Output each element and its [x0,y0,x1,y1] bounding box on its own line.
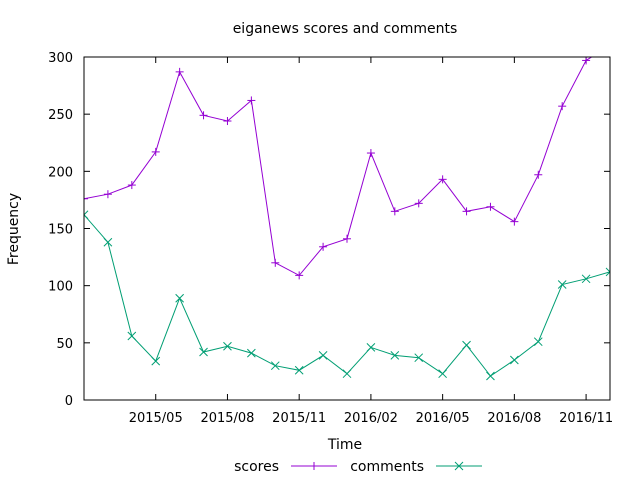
scores-point [366,149,375,158]
x-axis-label: Time [327,437,362,453]
comments-point [223,341,232,351]
legend-marker-comments [454,461,464,471]
scores-point [558,102,567,111]
comments-point [103,237,113,247]
scores-point [534,170,543,179]
x-tick-label: 2015/05 [129,411,183,426]
legend-label-comments: comments [350,459,424,475]
comments-point [318,351,328,360]
comments-point [247,348,256,358]
scores-point [84,194,88,203]
scores-point [199,111,208,120]
comments-point [462,340,471,350]
y-axis: 0 50 100 150 200 250 300 [48,51,610,409]
scores-point [151,147,160,156]
y-tick-label: 200 [48,165,73,180]
comments-point [414,353,424,363]
comments-point [294,365,304,375]
scores-point [319,242,328,251]
comments-point [199,347,208,357]
comments-point [151,356,161,366]
y-axis-label: Frequency [6,193,22,265]
comments-point [438,369,447,379]
scores-point [462,207,471,216]
plot-frame [83,56,611,401]
y-tick-label: 100 [48,280,73,295]
scores-point [271,258,280,267]
chart-title: eiganews scores and comments [233,21,458,37]
comments-point [581,274,591,284]
scores-point [486,202,495,211]
scores-point [103,190,112,199]
scores-point [175,67,184,76]
x-tick-label: 2016/11 [559,411,613,426]
comments-point [84,210,89,220]
x-tick-label: 2016/08 [487,411,541,426]
legend-label-scores: scores [234,459,279,475]
legend-marker-scores [310,462,318,470]
comments-point [342,369,352,379]
x-tick-label: 2016/05 [416,411,470,426]
comments-point [390,351,400,360]
scores-point [295,271,304,280]
scores-point [343,234,351,243]
y-tick-label: 250 [48,108,73,123]
comments-point [557,280,567,289]
y-tick-label: 300 [48,51,73,66]
scores-point [582,57,591,65]
comments-point [175,293,184,303]
comments-point [486,371,495,381]
scores-point [390,207,399,216]
plot-area [84,42,614,381]
y-tick-label: 150 [48,223,73,238]
y-tick-label: 50 [56,337,73,352]
scores-point [223,117,232,126]
scores-point [606,42,614,50]
scores-point [127,181,136,190]
comments-point [127,331,137,341]
comments-point [605,267,610,277]
x-axis: 2015/05 2015/08 2015/11 2016/02 2016/05 2016/… [129,57,613,426]
scores-point [510,217,519,226]
scores-point [414,199,423,208]
comments-point [270,361,280,371]
x-tick-label: 2016/02 [344,411,398,426]
legend: scores comments [234,459,482,475]
scores-point [247,96,256,105]
comments-point [366,343,376,352]
y-tick-label: 0 [65,394,73,409]
comments-point [533,337,543,347]
x-tick-label: 2015/11 [272,411,326,426]
comments-point [510,355,519,365]
scores-point [438,175,447,184]
x-tick-label: 2015/08 [200,411,254,426]
